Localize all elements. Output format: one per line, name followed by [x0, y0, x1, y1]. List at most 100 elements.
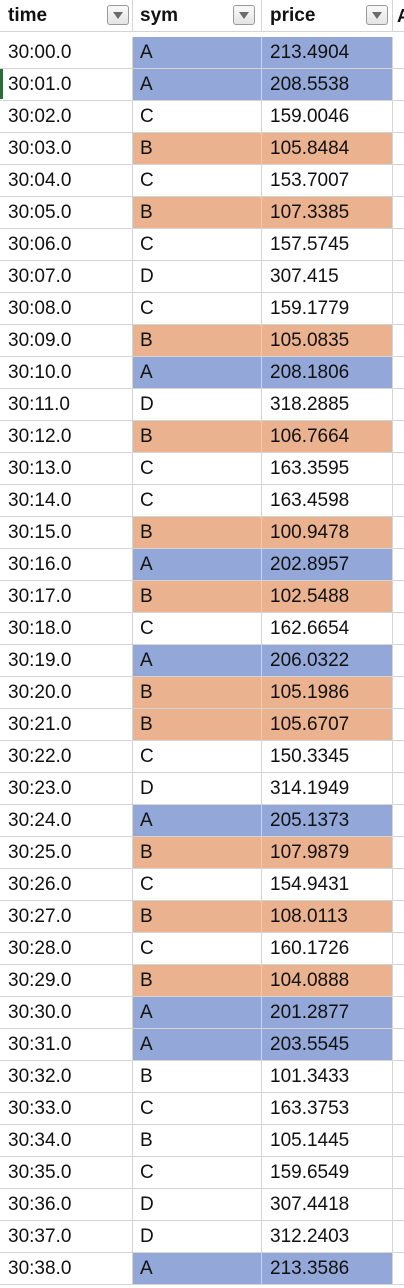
- cell-price[interactable]: 213.4904: [262, 37, 393, 68]
- cell-sym[interactable]: A: [133, 549, 262, 580]
- cell-price[interactable]: 107.3385: [262, 197, 393, 228]
- cell-sym[interactable]: C: [133, 293, 262, 324]
- cell-next-column[interactable]: [393, 1221, 404, 1252]
- cell-time[interactable]: 30:11.0: [0, 389, 133, 420]
- cell-price[interactable]: 163.3753: [262, 1093, 393, 1124]
- cell-next-column[interactable]: [393, 165, 404, 196]
- cell-price[interactable]: 307.4418: [262, 1189, 393, 1220]
- cell-next-column[interactable]: [393, 1029, 404, 1060]
- cell-price[interactable]: 203.5545: [262, 1029, 393, 1060]
- cell-time[interactable]: 30:17.0: [0, 581, 133, 612]
- cell-time[interactable]: 30:19.0: [0, 645, 133, 676]
- cell-sym[interactable]: B: [133, 965, 262, 996]
- cell-time[interactable]: 30:00.0: [0, 37, 133, 68]
- filter-dropdown-price-icon[interactable]: [366, 5, 388, 25]
- cell-sym[interactable]: D: [133, 1221, 262, 1252]
- cell-time[interactable]: 30:04.0: [0, 165, 133, 196]
- cell-price[interactable]: 205.1373: [262, 805, 393, 836]
- cell-time[interactable]: 30:10.0: [0, 357, 133, 388]
- cell-time[interactable]: 30:34.0: [0, 1125, 133, 1156]
- cell-next-column[interactable]: [393, 933, 404, 964]
- cell-time[interactable]: 30:22.0: [0, 741, 133, 772]
- header-cell-price[interactable]: price: [262, 0, 393, 31]
- cell-time[interactable]: 30:12.0: [0, 421, 133, 452]
- cell-time[interactable]: 30:33.0: [0, 1093, 133, 1124]
- cell-next-column[interactable]: [393, 1253, 404, 1284]
- cell-sym[interactable]: B: [133, 709, 262, 740]
- cell-price[interactable]: 105.8484: [262, 133, 393, 164]
- cell-sym[interactable]: C: [133, 869, 262, 900]
- cell-next-column[interactable]: [393, 709, 404, 740]
- cell-price[interactable]: 160.1726: [262, 933, 393, 964]
- cell-sym[interactable]: B: [133, 1061, 262, 1092]
- cell-price[interactable]: 163.3595: [262, 453, 393, 484]
- cell-price[interactable]: 159.6549: [262, 1157, 393, 1188]
- cell-price[interactable]: 106.7664: [262, 421, 393, 452]
- cell-time[interactable]: 30:36.0: [0, 1189, 133, 1220]
- cell-next-column[interactable]: [393, 1157, 404, 1188]
- cell-next-column[interactable]: [393, 741, 404, 772]
- cell-next-column[interactable]: [393, 997, 404, 1028]
- cell-price[interactable]: 307.415: [262, 261, 393, 292]
- cell-time[interactable]: 30:15.0: [0, 517, 133, 548]
- cell-sym[interactable]: B: [133, 1125, 262, 1156]
- cell-time[interactable]: 30:09.0: [0, 325, 133, 356]
- cell-next-column[interactable]: [393, 261, 404, 292]
- cell-sym[interactable]: B: [133, 133, 262, 164]
- cell-price[interactable]: 154.9431: [262, 869, 393, 900]
- cell-sym[interactable]: A: [133, 357, 262, 388]
- cell-price[interactable]: 213.3586: [262, 1253, 393, 1284]
- cell-next-column[interactable]: [393, 837, 404, 868]
- cell-next-column[interactable]: [393, 1189, 404, 1220]
- cell-sym[interactable]: C: [133, 165, 262, 196]
- cell-time[interactable]: 30:02.0: [0, 101, 133, 132]
- cell-time[interactable]: 30:23.0: [0, 773, 133, 804]
- cell-next-column[interactable]: [393, 389, 404, 420]
- cell-next-column[interactable]: [393, 485, 404, 516]
- cell-price[interactable]: 104.0888: [262, 965, 393, 996]
- cell-time[interactable]: 30:35.0: [0, 1157, 133, 1188]
- cell-time[interactable]: 30:32.0: [0, 1061, 133, 1092]
- cell-next-column[interactable]: [393, 613, 404, 644]
- cell-sym[interactable]: B: [133, 837, 262, 868]
- cell-next-column[interactable]: [393, 1125, 404, 1156]
- cell-next-column[interactable]: [393, 1093, 404, 1124]
- cell-price[interactable]: 208.5538: [262, 69, 393, 100]
- cell-time[interactable]: 30:38.0: [0, 1253, 133, 1284]
- cell-next-column[interactable]: [393, 197, 404, 228]
- cell-next-column[interactable]: [393, 293, 404, 324]
- cell-price[interactable]: 208.1806: [262, 357, 393, 388]
- cell-next-column[interactable]: [393, 453, 404, 484]
- cell-price[interactable]: 153.7007: [262, 165, 393, 196]
- cell-next-column[interactable]: [393, 229, 404, 260]
- cell-price[interactable]: 102.5488: [262, 581, 393, 612]
- cell-sym[interactable]: C: [133, 1157, 262, 1188]
- cell-time[interactable]: 30:37.0: [0, 1221, 133, 1252]
- cell-price[interactable]: 105.0835: [262, 325, 393, 356]
- cell-next-column[interactable]: [393, 69, 404, 100]
- cell-next-column[interactable]: [393, 869, 404, 900]
- cell-next-column[interactable]: [393, 901, 404, 932]
- cell-time[interactable]: 30:18.0: [0, 613, 133, 644]
- cell-price[interactable]: 159.0046: [262, 101, 393, 132]
- cell-time[interactable]: 30:08.0: [0, 293, 133, 324]
- cell-sym[interactable]: B: [133, 325, 262, 356]
- cell-sym[interactable]: A: [133, 645, 262, 676]
- cell-next-column[interactable]: [393, 357, 404, 388]
- cell-time[interactable]: 30:21.0: [0, 709, 133, 740]
- cell-next-column[interactable]: [393, 37, 404, 68]
- cell-time[interactable]: 30:30.0: [0, 997, 133, 1028]
- cell-price[interactable]: 150.3345: [262, 741, 393, 772]
- cell-sym[interactable]: A: [133, 69, 262, 100]
- cell-price[interactable]: 159.1779: [262, 293, 393, 324]
- cell-next-column[interactable]: [393, 101, 404, 132]
- cell-time[interactable]: 30:03.0: [0, 133, 133, 164]
- cell-sym[interactable]: A: [133, 1253, 262, 1284]
- cell-sym[interactable]: C: [133, 229, 262, 260]
- cell-next-column[interactable]: [393, 517, 404, 548]
- cell-price[interactable]: 206.0322: [262, 645, 393, 676]
- cell-time[interactable]: 30:28.0: [0, 933, 133, 964]
- cell-sym[interactable]: A: [133, 805, 262, 836]
- filter-dropdown-sym-icon[interactable]: [233, 5, 255, 25]
